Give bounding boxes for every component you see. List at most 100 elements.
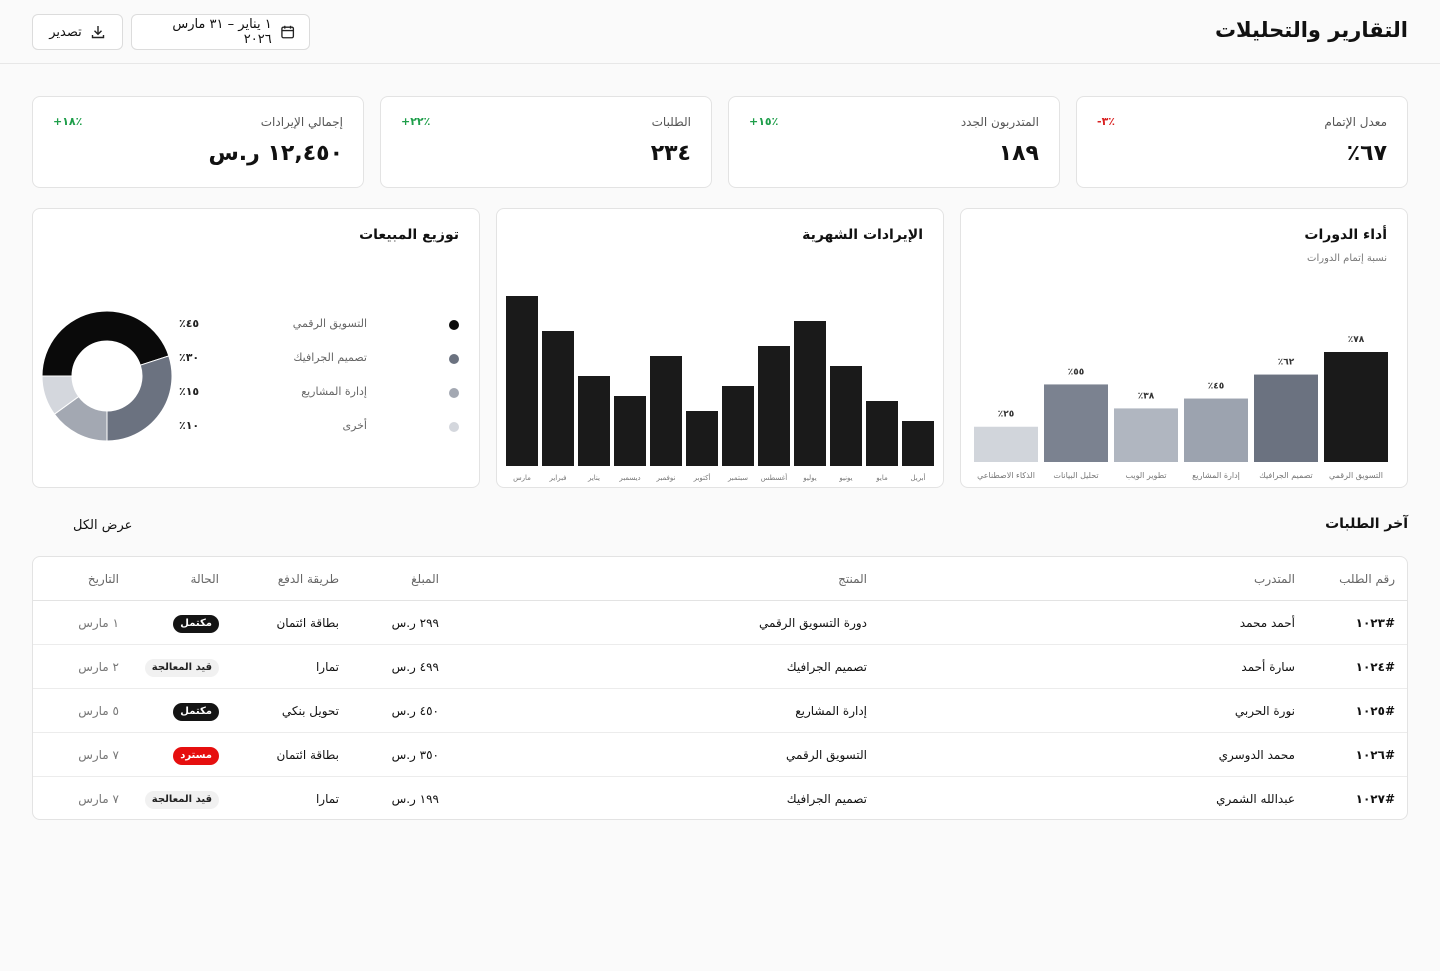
kpi-change: +١٨٪ (53, 115, 83, 128)
revenue-bar (758, 346, 790, 466)
order-payment: تحويل بنكي (281, 704, 339, 718)
order-amount: ٤٩٩ ر.س (391, 660, 439, 674)
kpi-change: +١٥٪ (749, 115, 779, 128)
revenue-month-label: مايو (875, 474, 888, 482)
revenue-bar (650, 356, 682, 466)
order-payment: بطاقة ائتمان (276, 748, 339, 762)
kpi-value: ١٢,٤٥٠ ر.س (208, 141, 343, 166)
course-category-label: إدارة المشاريع (1192, 471, 1240, 481)
course-bar-value-label: ٢٥٪ (998, 410, 1015, 420)
kpi-label: معدل الإتمام (1324, 115, 1387, 129)
status-badge: مكتمل (173, 702, 219, 721)
order-amount: ٢٩٩ ر.س (391, 616, 439, 630)
kpi-card-new-trainees: المتدربون الجدد +١٥٪ ١٨٩ (728, 96, 1060, 188)
legend-item: تصميم الجرافيك ٣٠٪ (179, 349, 459, 369)
revenue-bar (686, 411, 718, 466)
order-payment: تمارا (315, 792, 339, 806)
legend-value: ١٠٪ (179, 419, 200, 432)
revenue-bar (794, 321, 826, 466)
kpi-change: +٢٢٪ (401, 115, 431, 128)
course-category-label: الذكاء الاصطناعي (977, 471, 1035, 480)
order-customer: محمد الدوسري (1218, 748, 1295, 762)
status-badge: قيد المعالجة (144, 658, 219, 677)
kpi-card-total-revenue: إجمالي الإيرادات +١٨٪ ١٢,٤٥٠ ر.س (32, 96, 364, 188)
order-date: ٢ مارس (78, 660, 119, 674)
order-id: #١٠٢٥ (1355, 704, 1395, 718)
page-title: التقارير والتحليلات (1214, 18, 1408, 42)
order-payment: بطاقة ائتمان (276, 616, 339, 630)
orders-table: رقم الطلب المتدرب المنتج المبلغ طريقة ال… (32, 556, 1408, 820)
date-range-label: ١ يناير – ٣١ مارس ٢٠٢٦ (172, 17, 272, 47)
legend-dot (449, 320, 459, 330)
course-bar-value-label: ٦٢٪ (1278, 358, 1295, 368)
order-id: #١٠٢٦ (1355, 748, 1395, 762)
course-category-label: تحليل البيانات (1053, 471, 1098, 480)
panel-title: أداء الدورات (1304, 227, 1387, 243)
legend-item: إدارة المشاريع ١٥٪ (179, 383, 459, 403)
status-badge: قيد المعالجة (144, 790, 219, 809)
legend-item: التسويق الرقمي ٤٥٪ (179, 315, 459, 335)
column-header-id: رقم الطلب (1339, 572, 1395, 586)
course-performance-chart: ٧٨٪ التسويق الرقمي ٦٢٪ تصميم الجرافيك ٤٥٪ إدا… (974, 335, 1388, 481)
legend-item: أخرى ١٠٪ (179, 417, 459, 437)
legend-label: إدارة المشاريع (301, 385, 367, 398)
order-status: مكتمل (173, 689, 219, 733)
table-row[interactable]: #١٠٢٧ عبدالله الشمري تصميم الجرافيك ١٩٩ … (33, 777, 1407, 819)
course-bar (1324, 352, 1388, 462)
table-row[interactable]: #١٠٢٦ محمد الدوسري التسويق الرقمي ٣٥٠ ر.… (33, 733, 1407, 777)
date-range-button[interactable]: ١ يناير – ٣١ مارس ٢٠٢٦ (131, 14, 310, 50)
revenue-month-label: أكتوبر (693, 473, 711, 482)
order-amount: ٤٥٠ ر.س (391, 704, 439, 718)
export-button[interactable]: تصدير (32, 14, 123, 50)
panel-title: توزيع المبيعات (359, 227, 459, 243)
table-header-row: رقم الطلب المتدرب المنتج المبلغ طريقة ال… (33, 557, 1407, 601)
revenue-month-label: فبراير (548, 474, 566, 482)
kpi-value: ٦٧٪ (1346, 141, 1387, 166)
order-customer: نورة الحربي (1234, 704, 1295, 718)
calendar-icon (280, 25, 294, 39)
order-date: ٧ مارس (78, 792, 119, 806)
course-bar-value-label: ٥٥٪ (1068, 367, 1085, 377)
revenue-bar (722, 386, 754, 466)
order-status: مكتمل (173, 601, 219, 645)
order-customer: أحمد محمد (1239, 616, 1295, 630)
revenue-month-label: مارس (513, 474, 531, 482)
column-header-date: التاريخ (87, 572, 119, 586)
revenue-bar (830, 366, 862, 466)
order-id: #١٠٢٧ (1355, 792, 1395, 806)
revenue-month-label: سبتمبر (727, 474, 748, 482)
order-payment: تمارا (315, 660, 339, 674)
course-bar (1044, 384, 1108, 462)
table-row[interactable]: #١٠٢٤ سارة أحمد تصميم الجرافيك ٤٩٩ ر.س ت… (33, 645, 1407, 689)
kpi-card-completion-rate: معدل الإتمام -٣٪ ٦٧٪ (1076, 96, 1408, 188)
order-product: تصميم الجرافيك (786, 660, 867, 674)
order-product: تصميم الجرافيك (786, 792, 867, 806)
donut-slice (41, 375, 80, 415)
course-category-label: تصميم الجرافيك (1259, 471, 1313, 480)
column-header-status: الحالة (190, 572, 219, 586)
course-bar-value-label: ٧٨٪ (1348, 335, 1365, 345)
course-category-label: تطوير الويب (1126, 471, 1167, 480)
revenue-bar (578, 376, 610, 466)
order-date: ١ مارس (78, 616, 119, 630)
monthly-revenue-panel: الإيرادات الشهرية أبريل مايو يونيو يوليو أغس… (496, 208, 944, 488)
panel-title: الإيرادات الشهرية (802, 227, 923, 243)
order-amount: ١٩٩ ر.س (391, 792, 439, 806)
column-header-payment: طريقة الدفع (277, 572, 339, 586)
legend-value: ٤٥٪ (179, 317, 200, 330)
revenue-month-label: يناير (587, 474, 600, 482)
course-performance-panel: أداء الدورات نسبة إتمام الدورات ٧٨٪ التسو… (960, 208, 1408, 488)
legend-label: تصميم الجرافيك (293, 351, 367, 364)
donut-slice (41, 310, 170, 377)
order-date: ٧ مارس (78, 748, 119, 762)
course-bar (1184, 398, 1248, 462)
revenue-bar (902, 421, 934, 466)
kpi-value: ١٨٩ (998, 141, 1039, 166)
view-all-link[interactable]: عرض الكل (73, 518, 133, 533)
sales-donut-chart (41, 310, 173, 442)
table-row[interactable]: #١٠٢٣ أحمد محمد دورة التسويق الرقمي ٢٩٩ … (33, 601, 1407, 645)
table-row[interactable]: #١٠٢٥ نورة الحربي إدارة المشاريع ٤٥٠ ر.س… (33, 689, 1407, 733)
revenue-month-label: نوفمبر (656, 474, 676, 482)
monthly-revenue-chart: أبريل مايو يونيو يوليو أغسطس سبتمبر أكتوبر نوفم… (506, 296, 934, 482)
order-customer: عبدالله الشمري (1216, 792, 1295, 806)
